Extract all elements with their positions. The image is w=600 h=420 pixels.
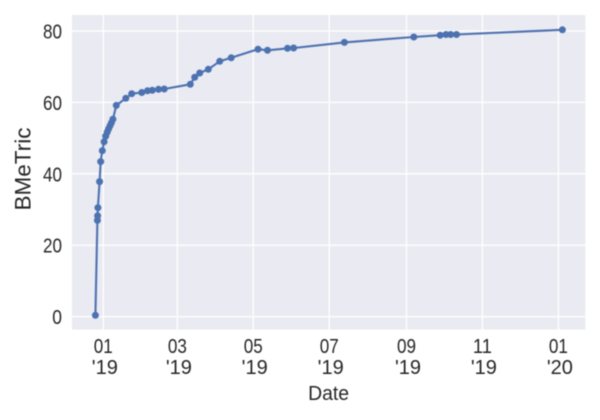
svg-text:BMeTric: BMeTric [11,128,36,211]
svg-text:20: 20 [43,236,62,258]
svg-text:'19: '19 [242,357,268,379]
svg-text:03: 03 [168,336,187,358]
svg-text:11: 11 [473,336,492,358]
svg-text:07: 07 [320,336,339,358]
svg-text:'19: '19 [471,357,497,379]
svg-text:'19: '19 [92,357,118,379]
svg-text:01: 01 [94,336,113,358]
svg-text:Date: Date [308,383,349,405]
svg-text:'19: '19 [318,357,344,379]
svg-text:'19: '19 [166,357,192,379]
svg-text:0: 0 [52,307,62,329]
svg-text:09: 09 [397,336,416,358]
svg-text:40: 40 [43,164,62,186]
svg-text:'20: '20 [547,357,573,379]
svg-text:'19: '19 [395,357,421,379]
svg-text:80: 80 [43,22,62,44]
svg-text:60: 60 [43,93,62,115]
svg-text:05: 05 [244,336,263,358]
svg-text:01: 01 [549,336,568,358]
